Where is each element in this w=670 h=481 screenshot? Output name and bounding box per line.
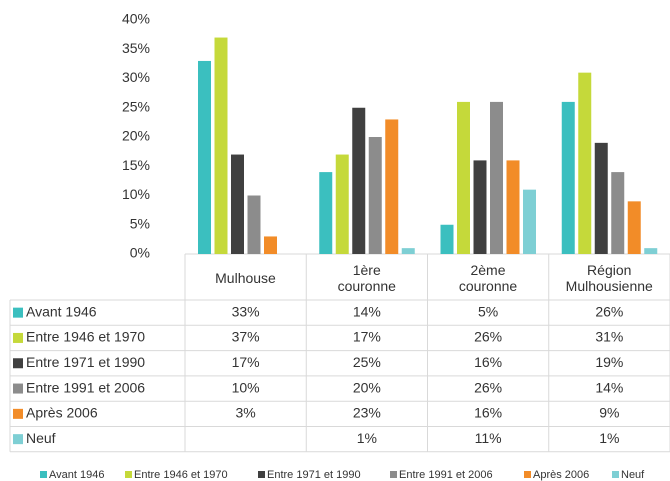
bar bbox=[401, 248, 415, 254]
x-tick-label: Mulhouse bbox=[215, 269, 276, 286]
legend-label: Entre 1991 et 2006 bbox=[399, 469, 493, 481]
table-cell: 17% bbox=[232, 354, 260, 370]
table-cell: 11% bbox=[475, 430, 502, 446]
x-tick-label: 1ère couronne bbox=[337, 261, 396, 294]
bar bbox=[457, 101, 470, 255]
legend-label: Neuf bbox=[621, 469, 645, 481]
category-cell: 2ème couronne bbox=[428, 255, 549, 300]
y-tick-label: 40% bbox=[122, 11, 150, 27]
table-cell: 33% bbox=[232, 303, 260, 319]
row-label: Avant 1946 bbox=[26, 303, 97, 319]
x-tick-label: Région Mulhousienne bbox=[565, 261, 653, 294]
bar bbox=[335, 154, 349, 254]
category-cell: Région Mulhousienne bbox=[549, 255, 670, 300]
table-cell: 31% bbox=[595, 329, 623, 345]
table-cell: 20% bbox=[353, 379, 381, 395]
bar bbox=[506, 160, 520, 254]
legend-swatch bbox=[390, 471, 397, 478]
bar bbox=[523, 189, 536, 254]
table-cell: 25% bbox=[353, 354, 381, 370]
table-cell: 16% bbox=[474, 354, 502, 370]
legend-swatch bbox=[13, 358, 23, 369]
bar bbox=[490, 101, 503, 255]
legend-swatch bbox=[125, 471, 132, 478]
y-tick-label: 20% bbox=[122, 128, 150, 144]
bar bbox=[368, 137, 382, 254]
bar bbox=[594, 142, 608, 254]
table-cell: 3% bbox=[236, 405, 256, 421]
legend-swatch bbox=[612, 471, 619, 478]
row-label: Entre 1991 et 2006 bbox=[26, 379, 145, 395]
bar bbox=[561, 101, 575, 255]
row-label: Neuf bbox=[26, 430, 56, 446]
legend-swatch bbox=[13, 332, 23, 343]
table-cell: 19% bbox=[595, 354, 623, 370]
row-label: Après 2006 bbox=[26, 405, 98, 421]
legend-label: Entre 1971 et 1990 bbox=[267, 469, 361, 481]
bar bbox=[214, 37, 228, 254]
table-cell: 16% bbox=[474, 405, 502, 421]
bar bbox=[627, 201, 641, 254]
x-tick-label: 2ème couronne bbox=[458, 261, 518, 294]
y-tick-label: 5% bbox=[130, 215, 150, 231]
table-cell: 37% bbox=[232, 329, 260, 345]
bar bbox=[473, 160, 487, 254]
table-cell: 1% bbox=[599, 430, 619, 446]
category-cell: Mulhouse bbox=[185, 255, 306, 300]
y-tick-label: 25% bbox=[122, 98, 150, 114]
bar bbox=[352, 107, 366, 254]
row-label: Entre 1946 et 1970 bbox=[26, 329, 145, 345]
y-tick-label: 35% bbox=[122, 40, 150, 56]
bar bbox=[385, 119, 399, 254]
table-cell: 23% bbox=[353, 405, 381, 421]
bar bbox=[264, 236, 277, 254]
bar bbox=[247, 195, 261, 254]
legend-swatch bbox=[258, 471, 265, 478]
table-cell: 5% bbox=[478, 303, 498, 319]
legend-label: Entre 1946 et 1970 bbox=[134, 469, 228, 481]
row-label: Entre 1971 et 1990 bbox=[26, 354, 145, 370]
table-cell: 26% bbox=[474, 329, 502, 345]
legend-swatch bbox=[40, 471, 47, 478]
table-cell: 14% bbox=[595, 379, 623, 395]
y-tick-label: 0% bbox=[130, 245, 150, 261]
legend-swatch bbox=[13, 307, 23, 318]
table-cell: 17% bbox=[353, 329, 381, 345]
y-tick-label: 30% bbox=[122, 69, 150, 85]
legend-label: Après 2006 bbox=[533, 469, 589, 481]
table-cell: 1% bbox=[357, 430, 377, 446]
y-tick-label: 15% bbox=[122, 157, 150, 173]
bar bbox=[644, 248, 658, 254]
legend-swatch bbox=[13, 383, 23, 394]
table-cell: 14% bbox=[353, 303, 381, 319]
bar bbox=[319, 172, 333, 254]
bar bbox=[231, 154, 244, 254]
legend-swatch bbox=[524, 471, 531, 478]
bar bbox=[611, 172, 625, 254]
table-cell: 26% bbox=[474, 379, 502, 395]
y-tick-label: 10% bbox=[122, 186, 150, 202]
bar bbox=[198, 60, 211, 255]
category-cell: 1ère couronne bbox=[306, 255, 427, 300]
legend-swatch bbox=[13, 434, 23, 445]
table-cell: 9% bbox=[599, 405, 619, 421]
table-cell: 10% bbox=[232, 379, 260, 395]
legend-label: Avant 1946 bbox=[49, 469, 104, 481]
table-cell: 26% bbox=[595, 303, 623, 319]
legend-swatch bbox=[13, 408, 23, 419]
bar bbox=[440, 224, 454, 254]
bar bbox=[578, 72, 592, 255]
